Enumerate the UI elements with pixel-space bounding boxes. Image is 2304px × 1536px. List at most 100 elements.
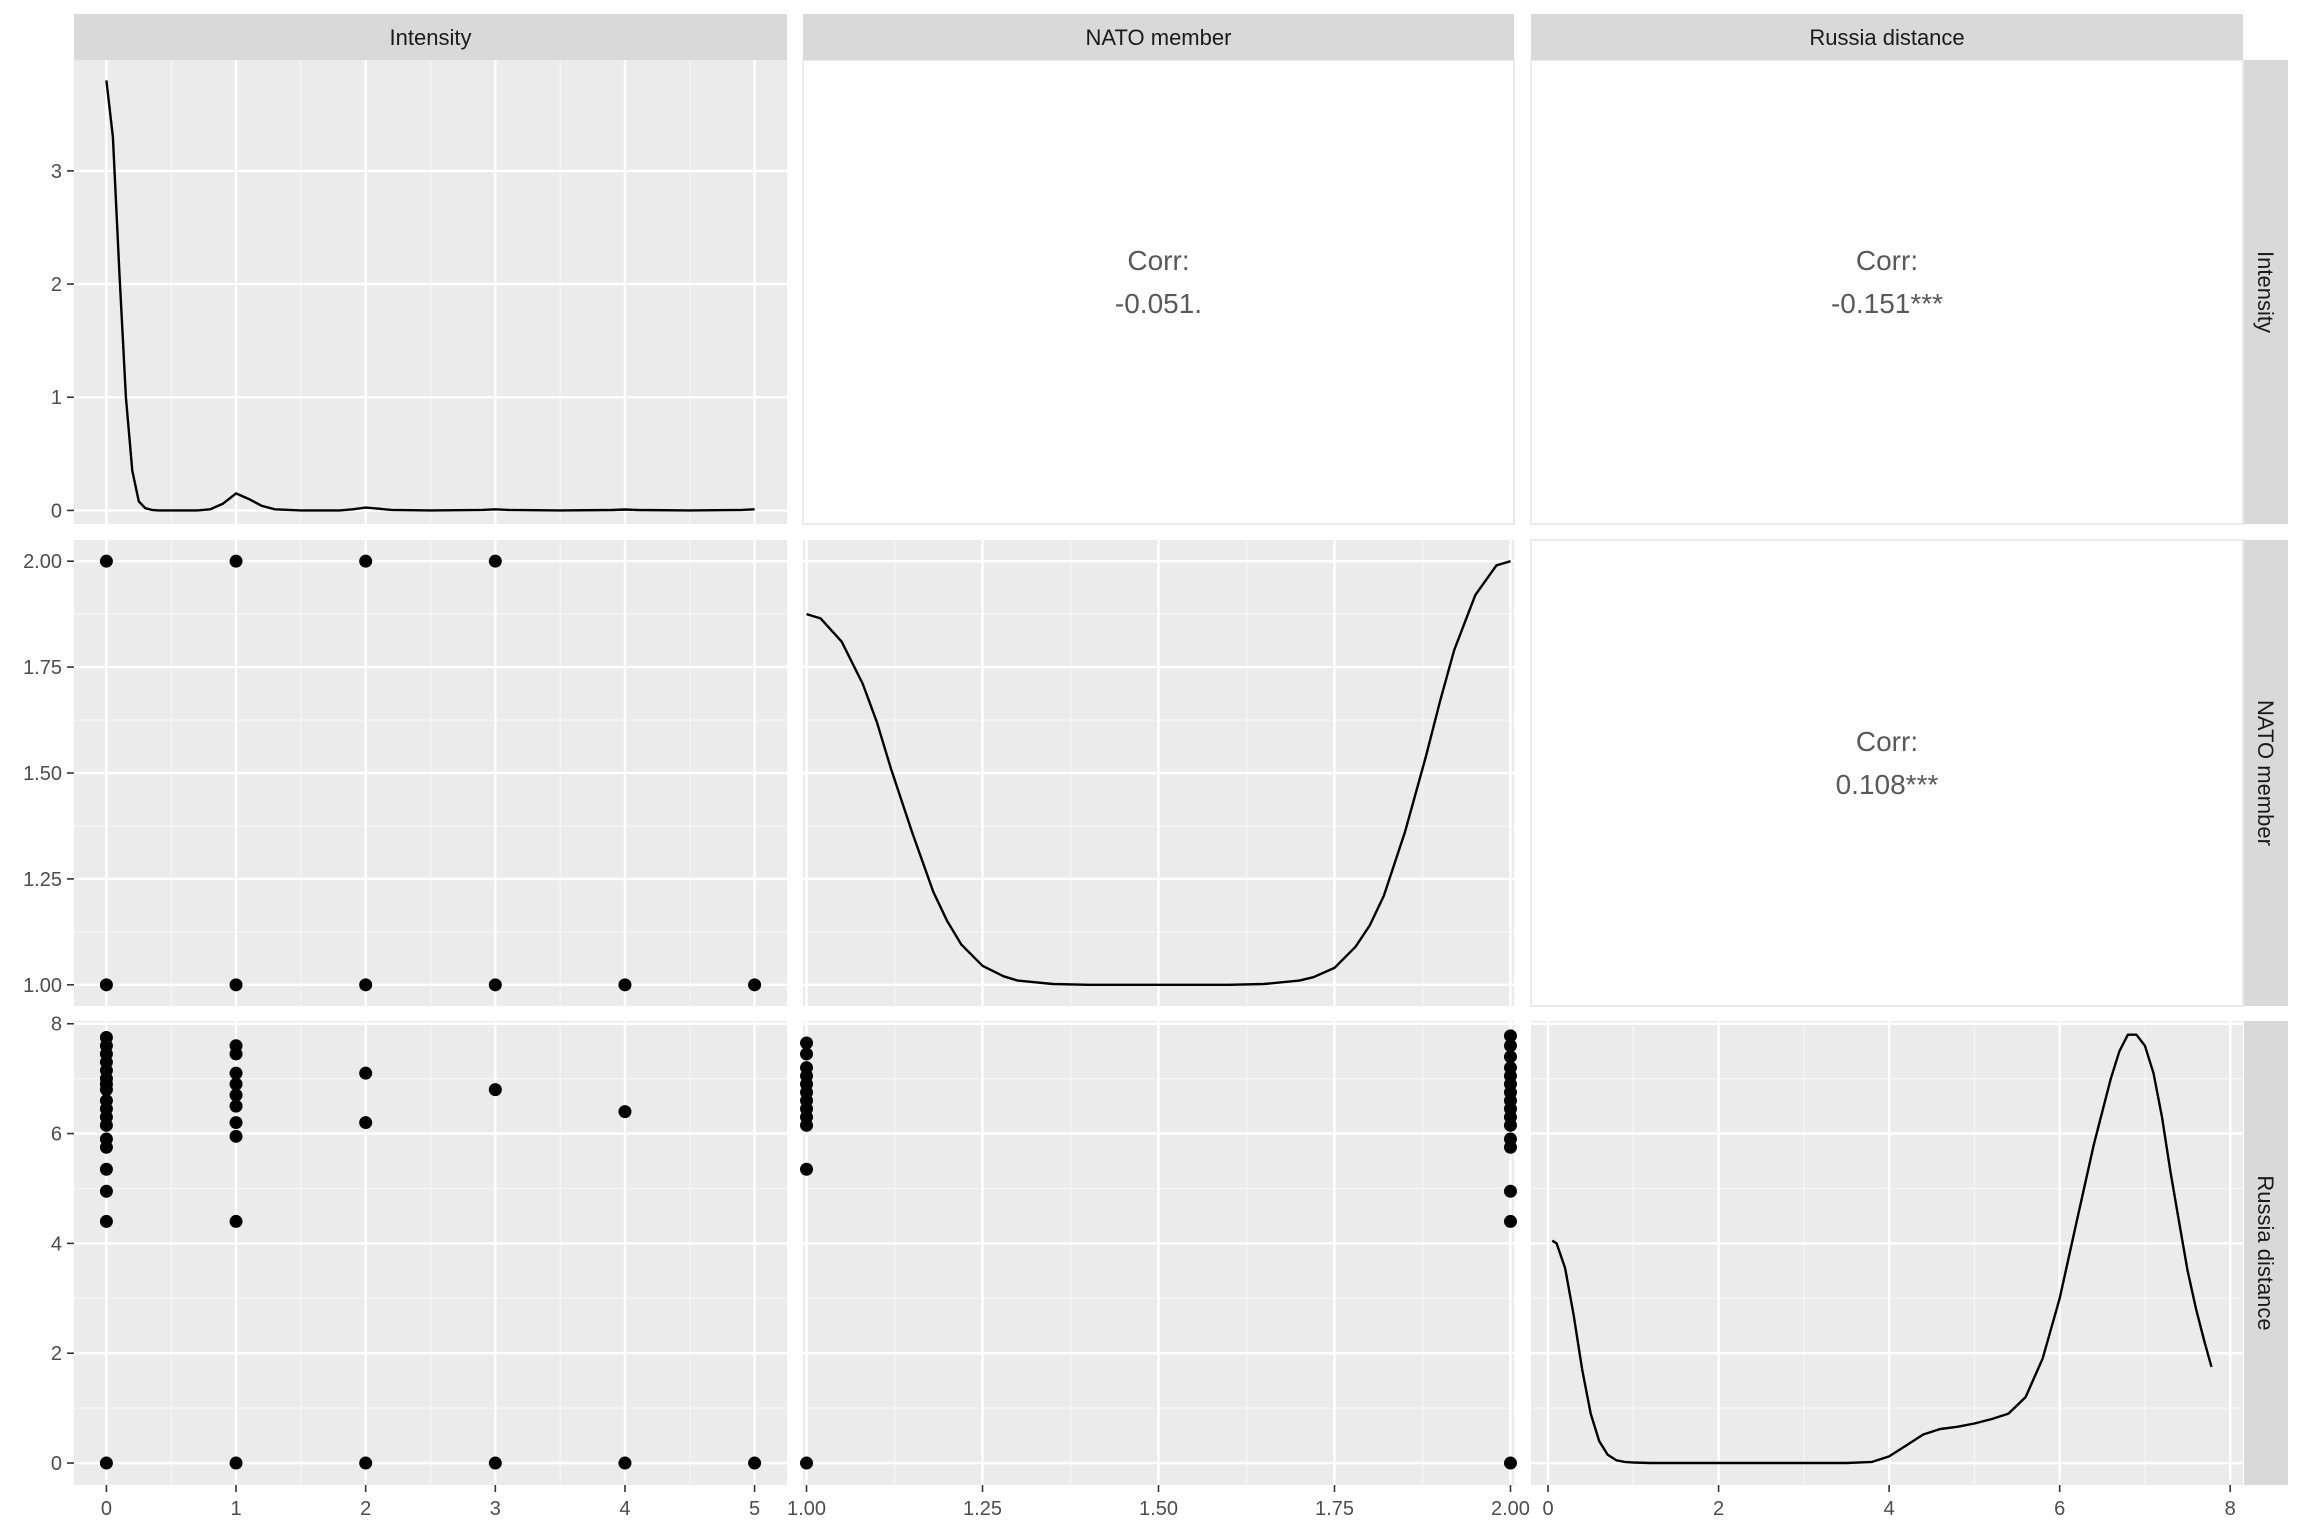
y-tick-label: 3	[51, 161, 62, 183]
y-axis-0: 0 1 2 3	[51, 161, 74, 522]
strip-label: Intensity	[2253, 251, 2278, 333]
strip-label: Russia distance	[1809, 25, 1964, 50]
x-tick-label: 5	[749, 1498, 760, 1520]
panel-background	[1531, 1021, 2243, 1485]
corr-label: Corr:	[1127, 245, 1189, 276]
scatter-point	[229, 1066, 243, 1080]
scatter-point	[359, 554, 373, 568]
panel-r0-c1: Corr: -0.051.	[802, 59, 1515, 525]
y-axis-2: 0 2 4 6 8	[51, 1014, 74, 1475]
scatter-point	[229, 1099, 243, 1113]
strip-background	[2244, 540, 2288, 1006]
axis-layer: 0 1 2 3 4 5 1.00 1.25 1.50 1.75 2.00 0 2 4 6 8 0 1 2 3 1.001…	[23, 161, 2236, 1520]
y-tick-label: 0	[51, 500, 62, 522]
scatter-point	[618, 1456, 632, 1470]
strip-layer: Intensity NATO member Russia distance Inten…	[74, 14, 2288, 1485]
scatter-point	[800, 1456, 814, 1470]
scatter-point	[229, 1077, 243, 1091]
corr-value: 0.108***	[1836, 769, 1939, 800]
scatter-point	[1503, 1118, 1517, 1132]
scatter-point	[359, 1116, 373, 1130]
panel-r2-c1	[800, 1021, 1517, 1485]
scatter-point	[99, 1118, 113, 1132]
scatter-point	[618, 978, 632, 992]
scatter-point	[800, 1047, 814, 1061]
panel-r2-c0	[74, 1021, 787, 1485]
scatter-point	[1503, 1214, 1517, 1228]
y-tick-label: 1.50	[23, 763, 62, 785]
y-tick-label: 2	[51, 1343, 62, 1365]
strip-background	[74, 14, 787, 60]
strip-background	[1531, 14, 2243, 60]
scatter-point	[229, 1214, 243, 1228]
y-tick-label: 1	[51, 387, 62, 409]
x-tick-label: 1.75	[1315, 1498, 1354, 1520]
scatter-point	[1503, 1029, 1517, 1043]
y-tick-label: 6	[51, 1124, 62, 1146]
panel-r1-c1	[803, 540, 1514, 1006]
scatter-point	[229, 554, 243, 568]
scatter-point	[99, 1083, 113, 1097]
scatter-point	[1503, 1184, 1517, 1198]
scatter-point	[229, 1047, 243, 1061]
panel-r2-c2	[1531, 1021, 2243, 1485]
x-tick-label: 3	[490, 1498, 501, 1520]
scatter-point	[1503, 1140, 1517, 1154]
scatter-point	[229, 1129, 243, 1143]
top-strip-0: Intensity	[74, 14, 787, 60]
strip-background	[803, 14, 1514, 60]
scatter-point	[488, 554, 502, 568]
panel-r1-c2: Corr: 0.108***	[1530, 539, 2244, 1007]
corr-label: Corr:	[1856, 245, 1918, 276]
y-tick-label: 4	[51, 1233, 62, 1255]
y-tick-label: 0	[51, 1453, 62, 1475]
x-axis-1: 1.00 1.25 1.50 1.75 2.00	[787, 1485, 1530, 1520]
density-curve	[105, 80, 755, 512]
scatter-point	[748, 978, 762, 992]
strip-label: Russia distance	[2253, 1175, 2278, 1330]
x-tick-label: 2	[360, 1498, 371, 1520]
scatter-point	[229, 1116, 243, 1130]
scatter-point	[99, 1140, 113, 1154]
y-axis-1: 1.00 1.25 1.50 1.75 2.00	[23, 551, 74, 997]
scatter-point	[800, 1118, 814, 1132]
top-strip-2: Russia distance	[1531, 14, 2243, 60]
corr-value: -0.051.	[1115, 288, 1202, 319]
x-tick-label: 4	[1884, 1498, 1895, 1520]
corr-value: -0.151***	[1831, 288, 1943, 319]
corr-panel-bg	[1530, 59, 2244, 525]
scatter-point	[1503, 1050, 1517, 1064]
scatter-point	[800, 1036, 814, 1050]
x-tick-label: 6	[2054, 1498, 2065, 1520]
x-tick-label: 8	[2225, 1498, 2236, 1520]
strip-background	[2244, 1021, 2288, 1485]
y-tick-label: 8	[51, 1014, 62, 1036]
density-curve	[1551, 1033, 2213, 1465]
x-tick-label: 0	[101, 1498, 112, 1520]
scatter-point	[1503, 1039, 1517, 1053]
scatter-point	[488, 978, 502, 992]
scatter-point	[359, 1456, 373, 1470]
x-tick-label: 4	[619, 1498, 630, 1520]
panel-r1-c0	[74, 540, 787, 1006]
x-tick-label: 2	[1713, 1498, 1724, 1520]
scatter-point	[618, 1105, 632, 1119]
corr-panel-bg	[1530, 539, 2244, 1007]
scatter-point	[1503, 1456, 1517, 1470]
panel-r0-c2: Corr: -0.151***	[1530, 59, 2244, 525]
right-strip-1: NATO member	[2244, 540, 2288, 1006]
scatter-point	[359, 1066, 373, 1080]
scatter-point	[99, 1456, 113, 1470]
panel-r0-c0	[74, 60, 787, 524]
y-tick-label: 2.00	[23, 551, 62, 573]
strip-background	[2244, 60, 2288, 524]
corr-label: Corr:	[1856, 726, 1918, 757]
scatter-point	[99, 554, 113, 568]
x-tick-label: 1.25	[963, 1498, 1002, 1520]
right-strip-0: Intensity	[2244, 60, 2288, 524]
scatter-point	[359, 978, 373, 992]
x-tick-label: 1	[230, 1498, 241, 1520]
x-axis-2: 0 2 4 6 8	[1542, 1485, 2236, 1520]
scatter-point	[99, 1214, 113, 1228]
